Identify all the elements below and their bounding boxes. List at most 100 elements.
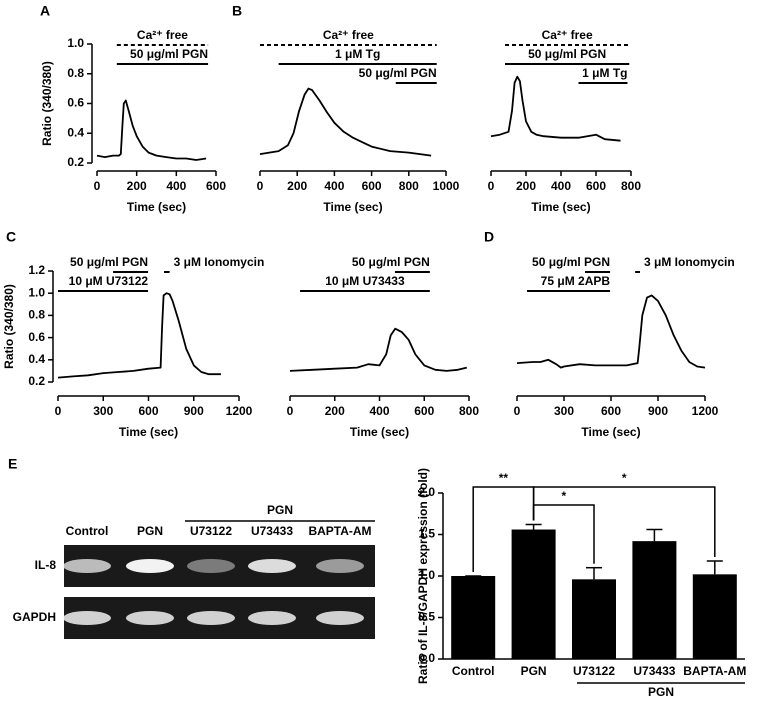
treatment-label: 3 μM Ionomycin — [174, 255, 265, 269]
group-label: PGN — [648, 685, 674, 699]
x-axis-title: Time (sec) — [350, 425, 409, 439]
y-tick-label: 0.2 — [28, 374, 45, 388]
y-tick-label: 0.2 — [67, 155, 84, 169]
x-tick-label: 600 — [414, 404, 434, 418]
x-tick-label: 400 — [369, 404, 389, 418]
gel-lane-label: PGN — [137, 524, 163, 538]
gel-group-label: PGN — [267, 503, 293, 517]
x-tick-label: 1200 — [692, 404, 719, 418]
panel-label: E — [8, 456, 17, 472]
x-tick-label: 0 — [488, 179, 495, 193]
x-tick-label: 900 — [184, 404, 204, 418]
x-axis-title: Time (sec) — [531, 200, 590, 214]
treatment-label: 3 μM Ionomycin — [644, 255, 735, 269]
y-tick-label: 0.8 — [28, 308, 45, 322]
y-tick-label: 0.4 — [28, 352, 45, 366]
y-tick-label: 0.0 — [418, 651, 435, 665]
treatment-label: Ca²⁺ free — [137, 28, 188, 42]
bar — [511, 529, 556, 659]
y-tick-label: 1.0 — [28, 285, 45, 299]
x-axis-title: Time (sec) — [119, 425, 178, 439]
trace — [516, 294, 706, 369]
x-tick-label: 0 — [287, 404, 294, 418]
bar — [451, 576, 496, 659]
gel-lane-label: U73433 — [251, 524, 293, 538]
x-tick-label: 0 — [514, 404, 521, 418]
x-tick-label: 800 — [621, 179, 641, 193]
gel-band — [187, 559, 235, 573]
bar — [572, 579, 616, 659]
significance-bracket — [532, 486, 716, 558]
x-axis-title: Time (sec) — [581, 425, 640, 439]
significance-label: * — [622, 471, 627, 485]
treatment-label: Ca²⁺ free — [542, 28, 593, 42]
gel-band — [126, 559, 174, 573]
x-tick-label: 0 — [257, 179, 264, 193]
treatment-label: 1 μM Tg — [335, 47, 380, 61]
treatment-label: 75 μM 2APB — [541, 274, 611, 288]
x-tick-label: PGN — [521, 664, 547, 678]
y-axis-title: Ratio (340/380) — [40, 61, 54, 146]
gel-band — [126, 611, 174, 625]
x-tick-label: 600 — [138, 404, 158, 418]
x-tick-label: 800 — [459, 404, 479, 418]
x-tick-label: 1200 — [226, 404, 253, 418]
y-tick-label: 0.4 — [67, 125, 84, 139]
y-axis-title: Ratio (340/380) — [2, 284, 16, 369]
x-axis-title: Time (sec) — [127, 200, 186, 214]
gel-lane-label: BAPTA-AM — [308, 524, 371, 538]
panel-label: A — [40, 3, 50, 19]
bar — [632, 541, 677, 659]
trace — [259, 87, 432, 157]
x-tick-label: 400 — [324, 179, 344, 193]
y-tick-label: 0.5 — [418, 610, 435, 624]
gel-row-label: GAPDH — [13, 610, 56, 624]
x-tick-label: U73433 — [633, 664, 675, 678]
x-tick-label: 400 — [551, 179, 571, 193]
gel-row-label: IL-8 — [35, 558, 57, 572]
treatment-label: 50 μg/ml PGN — [130, 47, 208, 61]
treatment-label: Ca²⁺ free — [323, 28, 374, 42]
x-tick-label: 0 — [55, 404, 62, 418]
x-tick-label: 600 — [362, 179, 382, 193]
y-tick-label: 2.0 — [418, 485, 435, 499]
significance-label: * — [561, 489, 566, 503]
x-tick-label: 200 — [516, 179, 536, 193]
x-tick-label: 600 — [206, 179, 226, 193]
gel-band — [63, 611, 111, 625]
x-tick-label: 200 — [325, 404, 345, 418]
x-tick-label: Control — [452, 664, 495, 678]
x-tick-label: 400 — [166, 179, 186, 193]
x-tick-label: U73122 — [573, 664, 615, 678]
y-tick-label: 0.8 — [67, 66, 84, 80]
significance-label: ** — [499, 471, 509, 485]
treatment-label: 1 μM Tg — [582, 66, 627, 80]
gel-band — [316, 611, 364, 625]
y-tick-label: 1.2 — [28, 263, 45, 277]
x-tick-label: BAPTA-AM — [683, 664, 746, 678]
x-tick-label: 600 — [586, 179, 606, 193]
gel-band — [248, 559, 296, 573]
treatment-label: 50 μg/ml PGN — [528, 47, 606, 61]
panel-label: D — [484, 229, 494, 245]
y-tick-label: 1.5 — [418, 527, 435, 541]
x-tick-label: 0 — [94, 179, 101, 193]
gel-band — [248, 611, 296, 625]
y-tick-label: 1.0 — [67, 36, 84, 50]
treatment-label: 50 μg/ml PGN — [359, 66, 437, 80]
treatment-label: 50 μg/ml PGN — [70, 255, 148, 269]
x-tick-label: 300 — [93, 404, 113, 418]
bar — [692, 574, 737, 659]
gel-lane-label: U73122 — [190, 524, 232, 538]
trace — [490, 75, 621, 142]
x-tick-label: 200 — [127, 179, 147, 193]
treatment-label: 50 μg/ml PGN — [532, 255, 610, 269]
trace — [57, 292, 221, 379]
gel-band — [63, 559, 111, 573]
y-axis-title: Ratio of IL-8/GAPDH expression (fold) — [416, 468, 430, 684]
x-tick-label: 900 — [648, 404, 668, 418]
x-axis-title: Time (sec) — [323, 200, 382, 214]
x-tick-label: 200 — [287, 179, 307, 193]
x-tick-label: 1000 — [433, 179, 460, 193]
